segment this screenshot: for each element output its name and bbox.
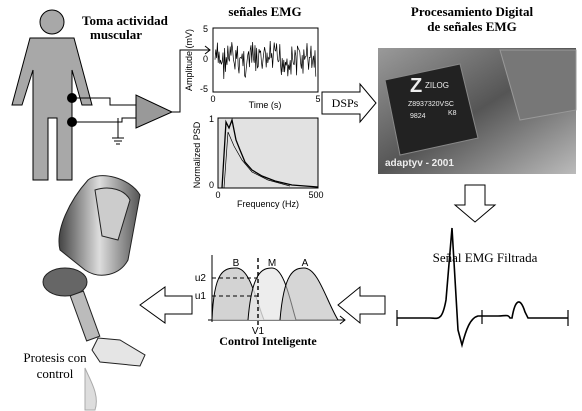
set-label: M bbox=[268, 258, 276, 269]
diagram: Toma actividad muscular señales EMG 5 0 … bbox=[0, 0, 582, 411]
set-label: B bbox=[233, 258, 240, 269]
y-tick-label: 1 bbox=[209, 114, 214, 124]
person bbox=[12, 10, 92, 180]
level-label: u1 bbox=[195, 291, 207, 302]
y-axis-label: Normalized PSD bbox=[192, 121, 202, 188]
chip-part: Z8937320VSC bbox=[408, 101, 454, 108]
muscle-label: Toma actividad bbox=[82, 13, 169, 28]
control-title: Control Inteligente bbox=[219, 334, 317, 348]
filtered-signal bbox=[397, 228, 568, 345]
psd-plot-box bbox=[218, 118, 318, 188]
y-tick-label: 0 bbox=[203, 54, 208, 64]
chip-logo: Z bbox=[410, 75, 422, 97]
chip-suffix: K8 bbox=[448, 110, 457, 117]
x-axis-label: Time (s) bbox=[249, 100, 282, 110]
x-tick-label: 0 bbox=[215, 190, 220, 200]
chip-code: 9824 bbox=[410, 113, 426, 120]
emg-title: señales EMG bbox=[228, 4, 301, 19]
set-label: A bbox=[302, 258, 309, 269]
processing-title: de señales EMG bbox=[427, 19, 517, 34]
x-tick-label: 5 bbox=[315, 94, 320, 104]
x-axis-label: Frequency (Hz) bbox=[237, 199, 299, 209]
x-tick-label: 0 bbox=[210, 94, 215, 104]
watermark: adaptyv - 2001 bbox=[385, 158, 454, 169]
y-tick-label: 5 bbox=[203, 24, 208, 34]
y-tick-label: -5 bbox=[200, 84, 208, 94]
left-arrow bbox=[338, 287, 385, 323]
prosthesis-label: Protesis con bbox=[23, 350, 87, 365]
y-axis-label: Amplitude (mV) bbox=[184, 29, 194, 91]
y-tick-label: 0 bbox=[209, 180, 214, 190]
level-label: u2 bbox=[195, 273, 207, 284]
down-arrow bbox=[455, 185, 495, 222]
muscle-label: muscular bbox=[90, 27, 142, 42]
left-arrow bbox=[140, 287, 192, 323]
fuzzy-sets bbox=[208, 255, 345, 328]
dsp-label: DSPs bbox=[332, 96, 359, 110]
prosthesis-label: control bbox=[37, 366, 74, 381]
x-tick-label: 500 bbox=[308, 190, 323, 200]
processing-title: Procesamiento Digital bbox=[411, 4, 534, 19]
chip-brand: ZILOG bbox=[425, 81, 449, 90]
